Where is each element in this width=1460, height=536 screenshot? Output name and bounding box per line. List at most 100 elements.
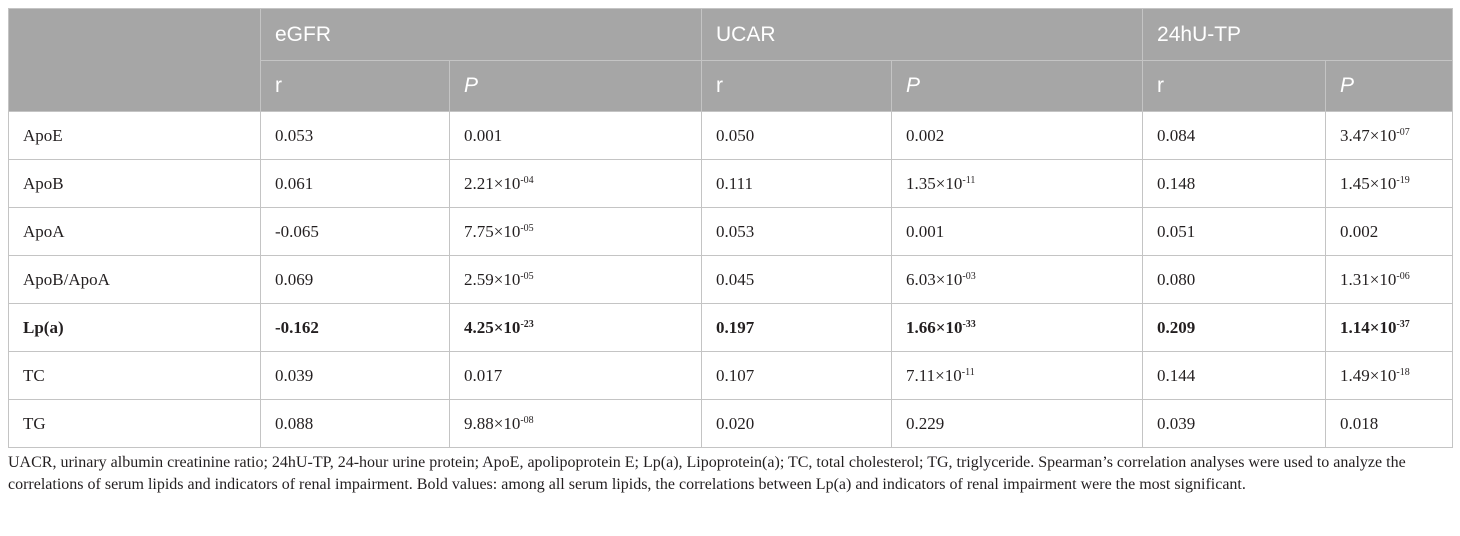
cell-value: 4.25×10 [464,317,521,337]
cell-value: 0.144 [1157,365,1196,385]
cell-value: 0.018 [1340,413,1379,433]
cell-exponent: -08 [520,414,534,426]
cell-value: 2.21×10 [464,173,521,193]
cell-value: 0.080 [1157,269,1196,289]
cell-value: 2.59×10 [464,269,521,289]
corner-header-cell [8,8,261,112]
p-value-cell: 4.25×10-23 [448,303,703,352]
cell-exponent: -04 [520,174,534,186]
cell-exponent: -11 [961,366,975,378]
p-value-cell: 0.229 [891,399,1144,448]
cell-value: 0.111 [716,173,754,193]
r-value-cell: 0.088 [260,399,450,448]
r-value-cell: 0.061 [260,159,450,208]
subheader-p: P [448,60,703,112]
table-row: TG 0.088 9.88×10-08 0.020 0.229 0.039 0.018 [8,399,1454,448]
cell-value: 9.88×10 [464,413,521,433]
row-label: TC [8,351,261,400]
cell-exponent: -11 [962,174,976,186]
subheader-r: r [1142,60,1327,112]
p-value-cell: 7.11×10-11 [891,351,1144,400]
p-value-cell: 2.21×10-04 [448,159,703,208]
table-row: ApoA -0.065 7.75×10-05 0.053 0.001 0.051 0.002 [8,207,1454,256]
subheader-p: P [1325,60,1454,112]
subheader-row: r P r P r P [9,60,1454,112]
subheader-r: r [260,60,450,112]
cell-value: 0.002 [906,125,945,145]
r-value-cell: 0.144 [1142,351,1327,400]
r-value-cell: 0.050 [701,111,893,160]
row-label: Lp(a) [8,303,261,352]
r-value-cell: 0.107 [701,351,893,400]
cell-exponent: -37 [1396,318,1410,330]
r-value-cell: -0.162 [260,303,450,352]
row-label: ApoB [8,159,261,208]
cell-value: 1.14×10 [1340,317,1397,337]
group-header-24hu-tp: 24hU-TP [1142,8,1454,61]
r-value-cell: 0.053 [260,111,450,160]
r-value-cell: 0.197 [701,303,893,352]
p-value-cell: 7.75×10-05 [448,207,703,256]
cell-value: 0.088 [275,413,314,433]
table-row: TC 0.039 0.017 0.107 7.11×10-11 0.144 1.49×10-… [8,351,1454,400]
table-row: ApoE 0.053 0.001 0.050 0.002 0.084 3.47×10-07 [8,111,1454,160]
cell-value: -0.162 [275,317,319,337]
cell-value: 0.017 [464,365,503,385]
row-label: TG [8,399,261,448]
subheader-r: r [701,60,893,112]
group-header-row: eGFR UCAR 24hU-TP [8,8,1454,112]
cell-value: 0.001 [464,125,503,145]
cell-value: 0.197 [716,317,755,337]
cell-value: 1.31×10 [1340,269,1397,289]
cell-value: 7.11×10 [906,365,962,385]
table-body: ApoE 0.053 0.001 0.050 0.002 0.084 3.47×10-07 A… [8,111,1454,448]
cell-value: 0.148 [1157,173,1196,193]
cell-exponent: -18 [1396,366,1410,378]
cell-value: 0.084 [1157,125,1196,145]
cell-value: 0.051 [1157,221,1196,241]
cell-value: 0.050 [716,125,755,145]
table-header: eGFR UCAR 24hU-TP r P r P r P [8,8,1454,112]
p-value-cell: 9.88×10-08 [448,399,703,448]
cell-exponent: -33 [962,318,976,330]
cell-value: 1.66×10 [906,317,963,337]
group-header-egfr: eGFR [259,8,703,61]
table-row: ApoB 0.061 2.21×10-04 0.111 1.35×10-11 0.148 1… [8,159,1454,208]
cell-exponent: -03 [962,270,976,282]
r-value-cell: 0.148 [1142,159,1327,208]
r-value-cell: 0.039 [1142,399,1327,448]
cell-value: -0.065 [275,221,319,241]
cell-value: 7.75×10 [464,221,521,241]
cell-value: 0.020 [716,413,755,433]
cell-value: 1.45×10 [1340,173,1397,193]
row-label: ApoA [8,207,261,256]
r-value-cell: 0.039 [260,351,450,400]
cell-exponent: -05 [520,222,534,234]
cell-value: 0.053 [716,221,755,241]
r-value-cell: 0.111 [701,159,893,208]
cell-value: 0.039 [1157,413,1196,433]
cell-exponent: -19 [1396,174,1410,186]
p-value-cell: 0.018 [1325,399,1454,448]
correlation-table: eGFR UCAR 24hU-TP r P r P r P ApoE 0.053 0… [8,8,1454,448]
row-label: ApoE [8,111,261,160]
p-value-cell: 1.49×10-18 [1325,351,1454,400]
r-value-cell: 0.045 [701,255,893,304]
cell-value: 1.49×10 [1340,365,1397,385]
p-value-cell: 2.59×10-05 [448,255,703,304]
cell-value: 0.209 [1157,317,1196,337]
cell-value: 0.069 [275,269,314,289]
p-value-cell: 1.66×10-33 [891,303,1144,352]
cell-value: 0.061 [275,173,314,193]
table-row: ApoB/ApoA 0.069 2.59×10-05 0.045 6.03×10-03 0… [8,255,1454,304]
p-value-cell: 1.45×10-19 [1325,159,1454,208]
cell-value: 6.03×10 [906,269,963,289]
p-value-cell: 0.001 [891,207,1144,256]
p-value-cell: 6.03×10-03 [891,255,1144,304]
r-value-cell: 0.020 [701,399,893,448]
r-value-cell: 0.053 [701,207,893,256]
p-value-cell: 1.31×10-06 [1325,255,1454,304]
row-label: ApoB/ApoA [8,255,261,304]
p-value-cell: 0.002 [1325,207,1454,256]
p-value-cell: 1.14×10-37 [1325,303,1454,352]
